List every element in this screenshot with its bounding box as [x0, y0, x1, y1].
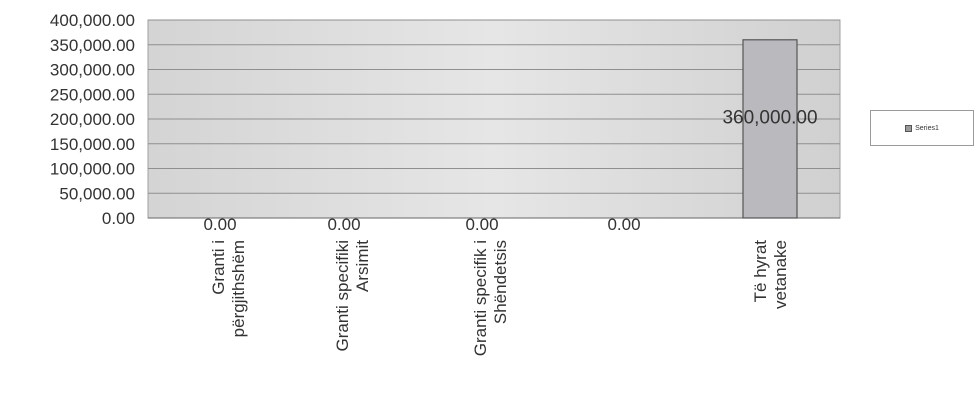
x-axis-tick-labels: Granti i përgjithshëm Granti specifiki Arsi… [209, 240, 790, 356]
data-label: 0.00 [607, 215, 640, 234]
x-tick-label: Granti i përgjithshëm [209, 240, 248, 337]
bar [742, 39, 798, 219]
y-axis-tick-labels: 0.00 50,000.00 100,000.00 150,000.00 200,000… [50, 11, 135, 228]
x-tick-label: Granti specifiki Arsimit [333, 240, 372, 352]
data-labels: 0.00 0.00 0.00 0.00 360,000.00 [203, 108, 817, 234]
x-tick-label-line: Të hyrat [751, 240, 770, 303]
y-tick-label: 350,000.00 [50, 36, 135, 55]
x-tick-label-line: Granti specifik i [471, 240, 490, 356]
x-tick-label-line: përgjithshëm [229, 240, 248, 337]
y-tick-label: 200,000.00 [50, 110, 135, 129]
legend-swatch [905, 124, 913, 132]
y-tick-label: 250,000.00 [50, 85, 135, 104]
y-tick-label: 100,000.00 [50, 160, 135, 179]
legend: Series1 [870, 110, 974, 146]
data-label: 360,000.00 [722, 108, 817, 129]
y-tick-label: 150,000.00 [50, 135, 135, 154]
data-label: 0.00 [327, 215, 360, 234]
x-tick-label-line: Granti i [209, 240, 228, 295]
x-tick-label-line: Shëndetsis [491, 240, 510, 324]
data-label: 0.00 [203, 215, 236, 234]
legend-series-label: Series1 [915, 124, 939, 132]
x-tick-label-line: vetanake [771, 240, 790, 309]
x-tick-label-line: Arsimit [353, 240, 372, 292]
x-tick-label: Granti specifik i Shëndetsis [471, 240, 510, 356]
bars [742, 39, 798, 219]
x-tick-label: Të hyrat vetanake [751, 240, 790, 309]
y-tick-label: 0.00 [102, 209, 135, 228]
gridlines [148, 19, 840, 219]
x-tick-label-line: Granti specifiki [333, 240, 352, 351]
y-tick-label: 400,000.00 [50, 11, 135, 30]
y-tick-label: 300,000.00 [50, 61, 135, 80]
y-tick-label: 50,000.00 [59, 184, 135, 203]
data-label: 0.00 [465, 215, 498, 234]
